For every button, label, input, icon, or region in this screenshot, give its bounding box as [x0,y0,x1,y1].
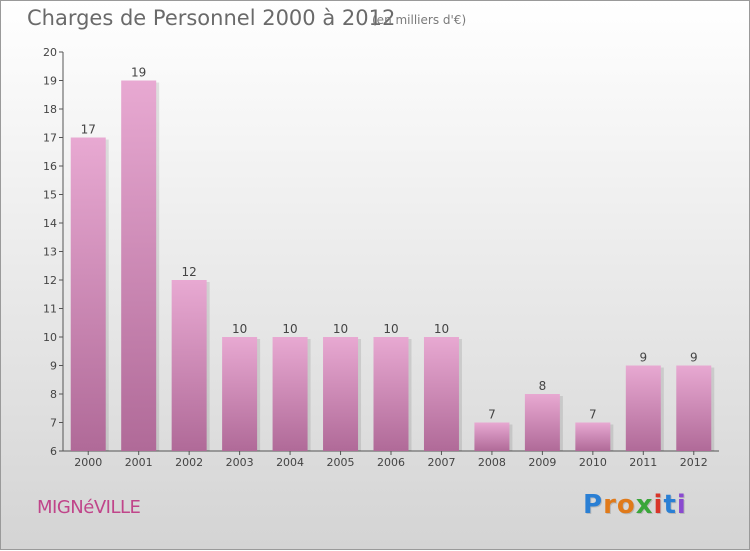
x-tick-label: 2004 [276,456,304,469]
commune-name: MIGNéVILLE [37,497,141,518]
y-tick-label: 13 [43,246,57,259]
x-tick-label: 2012 [680,456,708,469]
value-label: 10 [434,322,449,336]
bar [524,394,560,451]
x-tick-label: 2003 [226,456,254,469]
logo-letter: r [603,490,617,520]
bar [423,337,459,451]
axes: 6 7 8 9 10 11 12 13 14 15 16 17 18 19 20 2000 2001 2002 20… [43,46,719,469]
x-tick-label: 2008 [478,456,506,469]
y-tick-label: 17 [43,132,57,145]
logo-letter: i [653,490,664,520]
proxiti-logo: Proxiti [583,490,687,520]
x-tick-label: 2006 [377,456,405,469]
bar [323,337,359,451]
value-label: 17 [81,123,96,137]
x-tick-label: 2011 [629,456,657,469]
x-tick-label: 2010 [579,456,607,469]
y-tick-label: 19 [43,75,57,88]
y-tick-label: 7 [50,417,57,430]
bar [373,337,409,451]
value-label: 10 [282,322,297,336]
logo-letter: x [635,490,654,520]
y-tick-label: 6 [50,445,57,458]
value-label: 10 [232,322,247,336]
bar [625,365,661,451]
x-tick-label: 2000 [74,456,102,469]
value-label: 19 [131,66,146,80]
bar [575,422,611,451]
y-tick-label: 16 [43,160,57,173]
y-tick-label: 8 [50,388,57,401]
bar [474,422,510,451]
y-tick-label: 20 [43,46,57,59]
logo-letter: P [583,490,604,520]
y-tick-label: 14 [43,217,57,230]
bars [70,80,715,451]
y-tick-label: 10 [43,331,57,344]
y-tick-label: 9 [50,360,57,373]
value-label: 10 [333,322,348,336]
x-tick-label: 2007 [427,456,455,469]
x-tick-label: 2002 [175,456,203,469]
bar [222,337,258,451]
value-label: 7 [589,408,597,422]
logo-letter: t [663,490,677,520]
logo-letter: i [676,490,687,520]
y-tick-label: 15 [43,189,57,202]
chart-title: Charges de Personnel 2000 à 2012 [27,6,396,30]
x-tick-label: 2009 [528,456,556,469]
logo-letter: o [616,490,636,520]
bar [272,337,308,451]
y-tick-label: 18 [43,103,57,116]
value-label: 9 [639,351,647,365]
y-tick-label: 11 [43,303,57,316]
value-label: 12 [182,265,197,279]
data-labels: 17 19 12 10 10 10 10 10 7 8 7 9 9 [81,66,698,422]
value-label: 8 [539,379,547,393]
bar [70,137,106,451]
chart-unit: (en milliers d'€) [372,13,467,27]
value-label: 9 [690,351,698,365]
y-tick-label: 12 [43,274,57,287]
bar [676,365,712,451]
value-label: 10 [383,322,398,336]
x-tick-label: 2005 [327,456,355,469]
x-tick-label: 2001 [125,456,153,469]
bar [121,80,157,451]
bar [171,280,207,451]
value-label: 7 [488,408,496,422]
